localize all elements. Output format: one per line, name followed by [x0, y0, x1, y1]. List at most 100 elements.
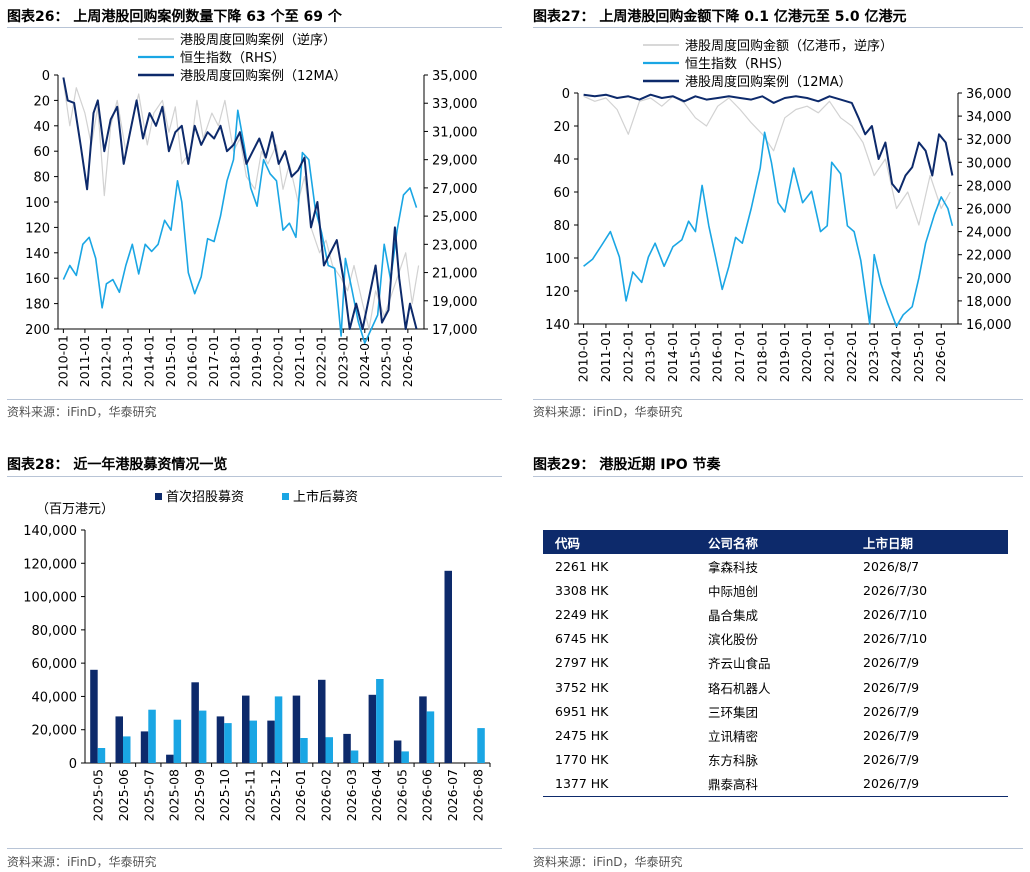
left-tick-label: 100: [25, 196, 50, 211]
x-tick-label: 2026-01: [400, 335, 415, 387]
bar-ipo: [115, 716, 123, 763]
right-tick-label: 27,000: [432, 182, 478, 197]
chart28-rule: [7, 476, 502, 477]
x-tick-label: 2012-01: [98, 335, 113, 387]
bar-post-listing: [401, 751, 409, 763]
x-tick-label: 2017-01: [732, 330, 747, 382]
bar-post-listing: [224, 723, 232, 763]
legend-label: 港股周度回购案例（12MA）: [685, 74, 852, 90]
bar-post-listing: [148, 709, 156, 763]
x-tick-label: 2026-01: [933, 330, 948, 382]
chart28-svg: 0 20,000 40,000 60,000 80,000 100,000 120,000 1…: [23, 489, 491, 821]
legend-label: 恒生指数（RHS）: [180, 51, 285, 66]
ipo-cell-company: 鼎泰高科: [696, 771, 863, 797]
x-tick-label: 2023-01: [866, 330, 881, 382]
ipo-cell-code: 3308 HK: [555, 582, 609, 598]
y-tick-label: 0: [69, 757, 77, 772]
x-tick-label: 2011-01: [598, 330, 613, 382]
legend-label: 首次招股募资: [166, 489, 244, 505]
bar-ipo: [368, 694, 377, 763]
ipo-cell-date: 2026/7/10: [863, 606, 928, 622]
table29-bottom-rule: [533, 848, 1023, 849]
x-tick-label: 2023-01: [335, 335, 350, 387]
legend-swatch-post-listing: [282, 493, 289, 500]
right-tick-label: 35,000: [432, 69, 478, 84]
series-line-gray: [62, 81, 420, 330]
x-tick-label: 2025-01: [911, 330, 926, 382]
left-tick-label: 0: [562, 87, 570, 102]
x-tick-label: 2024-01: [357, 335, 372, 387]
bar-post-listing: [173, 719, 182, 763]
left-tick-label: 120: [25, 221, 50, 236]
y-tick-label: 20,000: [32, 724, 78, 739]
x-tick-label: 2026-04: [369, 769, 384, 821]
x-tick-label: 2019-01: [777, 330, 792, 382]
x-tick-label: 2026-02: [318, 769, 333, 821]
x-tick-label: 2010-01: [55, 335, 70, 387]
x-tick-label: 2011-01: [77, 335, 92, 387]
bar-post-listing: [350, 750, 359, 763]
left-tick-label: 140: [545, 318, 570, 333]
x-tick-label: 2026-06: [420, 769, 435, 821]
x-tick-label: 2015-01: [163, 335, 178, 387]
bar-post-listing: [376, 679, 384, 763]
y-tick-label: 40,000: [32, 690, 78, 705]
y-tick-label: 120,000: [23, 557, 77, 572]
bar-ipo: [90, 669, 98, 763]
chart26-svg: 0 20 40 60 80 100 120 140 160 180 200 35,000 33,000 3…: [25, 32, 478, 387]
ipo-cell-date: 2026/7/9: [863, 703, 920, 719]
ipo-cell-code: 6951 HK: [555, 703, 609, 719]
legend-label: 港股周度回购案例（12MA）: [180, 68, 347, 84]
right-tick-label: 26,000: [966, 203, 1012, 218]
y-tick-label: 140,000: [23, 524, 77, 539]
ipo-cell-company: 珞石机器人: [708, 680, 771, 696]
bar-post-listing: [300, 738, 308, 763]
bar-ipo: [343, 733, 351, 763]
table-row: 2797 HK 齐云山食品 2026/7/9: [543, 651, 1008, 675]
legend-label: 恒生指数（RHS）: [685, 57, 790, 72]
ipo-cell-code: 2475 HK: [555, 727, 609, 743]
right-tick-label: 33,000: [432, 97, 478, 112]
right-tick-label: 21,000: [432, 267, 478, 282]
x-tick-label: 2021-01: [292, 335, 307, 387]
bar-ipo: [393, 740, 402, 763]
bar-ipo: [191, 682, 199, 763]
ipo-cell-company: 拿森科技: [708, 559, 759, 575]
chart26-title: 图表26： 上周港股回购案例数量下降 63 个至 69 个: [7, 9, 342, 25]
legend-label: 港股周度回购金额（亿港币，逆序）: [685, 38, 893, 54]
right-tick-label: 28,000: [966, 179, 1012, 194]
ipo-cell-code: 2261 HK: [555, 558, 609, 574]
bar-ipo: [140, 731, 149, 763]
x-tick-label: 2026-08: [470, 769, 485, 821]
right-tick-label: 30,000: [966, 156, 1012, 171]
ipo-cell-code: 1770 HK: [555, 752, 609, 768]
x-tick-label: 2021-01: [821, 330, 836, 382]
left-tick-label: 80: [33, 171, 50, 186]
right-tick-label: 18,000: [966, 295, 1012, 310]
right-tick-label: 25,000: [432, 210, 478, 225]
series-line-gray: [583, 95, 951, 226]
ipo-cell-company: 三环集团: [708, 704, 759, 720]
x-tick-label: 2026-01: [293, 769, 308, 821]
table-row: 1377 HK 鼎泰高科 2026/7/9: [543, 771, 1008, 797]
x-tick-label: 2022-01: [844, 330, 859, 382]
x-tick-label: 2025-08: [167, 769, 182, 821]
left-tick-label: 160: [25, 272, 50, 287]
left-tick-label: 180: [25, 298, 50, 313]
x-tick-label: 2025-10: [217, 769, 232, 821]
x-tick-label: 2016-01: [185, 335, 200, 387]
table29-rule: [533, 476, 1023, 477]
ipo-cell-code: 6745 HK: [555, 631, 609, 647]
legend-swatch-ipo: [155, 493, 162, 500]
x-tick-label: 2017-01: [206, 335, 221, 387]
ipo-cell-date: 2026/8/7: [863, 558, 920, 574]
table-row: 6745 HK 滨化股份 2026/7/10: [543, 627, 1008, 651]
right-tick-label: 34,000: [966, 110, 1012, 125]
y-tick-label: 80,000: [32, 624, 78, 639]
left-tick-label: 40: [33, 120, 50, 135]
legend-label: 港股周度回购案例（逆序）: [180, 32, 336, 48]
x-tick-label: 2010-01: [576, 330, 591, 382]
table29-title: 图表29： 港股近期 IPO 节奏: [533, 457, 721, 473]
bar-ipo: [292, 695, 301, 763]
chart28-title: 图表28： 近一年港股募资情况一览: [7, 457, 228, 473]
